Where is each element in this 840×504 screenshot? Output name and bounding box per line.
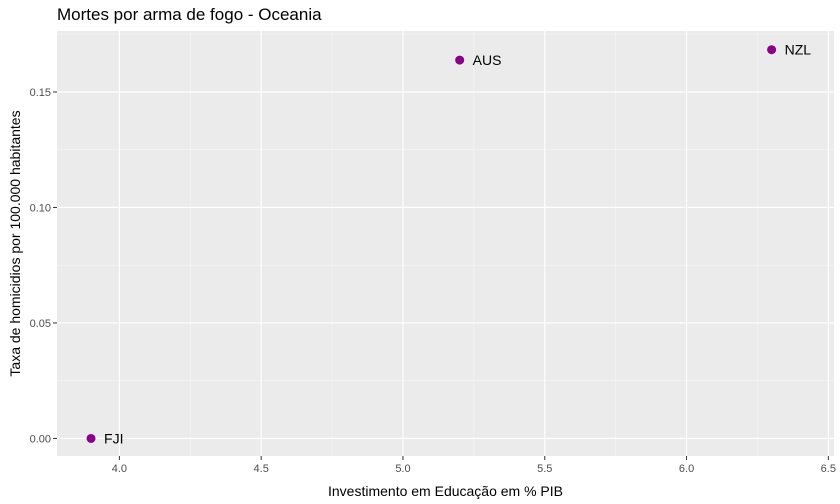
chart-title: Mortes por arma de fogo - Oceania — [57, 5, 322, 24]
minor-gridlines — [57, 31, 834, 456]
y-tick-label: 0.15 — [30, 87, 51, 99]
x-tick-label: 6.0 — [679, 463, 694, 475]
y-tick-label: 0.05 — [30, 318, 51, 330]
y-tick-label: 0.00 — [30, 433, 51, 445]
x-tick-label: 4.5 — [254, 463, 269, 475]
point-label-nzl: NZL — [785, 42, 812, 58]
x-tick-label: 5.5 — [537, 463, 552, 475]
x-tick-label: 4.0 — [112, 463, 127, 475]
plot-panel — [57, 31, 834, 456]
point-label-aus: AUS — [473, 52, 502, 68]
x-axis-ticks: 4.0 4.5 5.0 5.5 6.0 6.5 — [112, 456, 836, 475]
y-axis-title: Taxa de homicidios por 100.000 habitante… — [7, 110, 23, 376]
x-tick-label: 6.5 — [821, 463, 836, 475]
x-tick-label: 5.0 — [395, 463, 410, 475]
data-point-nzl — [767, 45, 777, 55]
y-tick-label: 0.10 — [30, 202, 51, 214]
data-point-fji — [86, 433, 96, 443]
x-axis-title: Investimento em Educação em % PIB — [328, 483, 563, 499]
data-point-aus — [455, 55, 465, 65]
point-label-fji: FJI — [104, 430, 123, 446]
data-points: FJI AUS NZL — [86, 42, 812, 446]
y-axis-ticks: 0.00 0.05 0.10 0.15 — [30, 87, 57, 445]
major-gridlines — [57, 31, 834, 456]
